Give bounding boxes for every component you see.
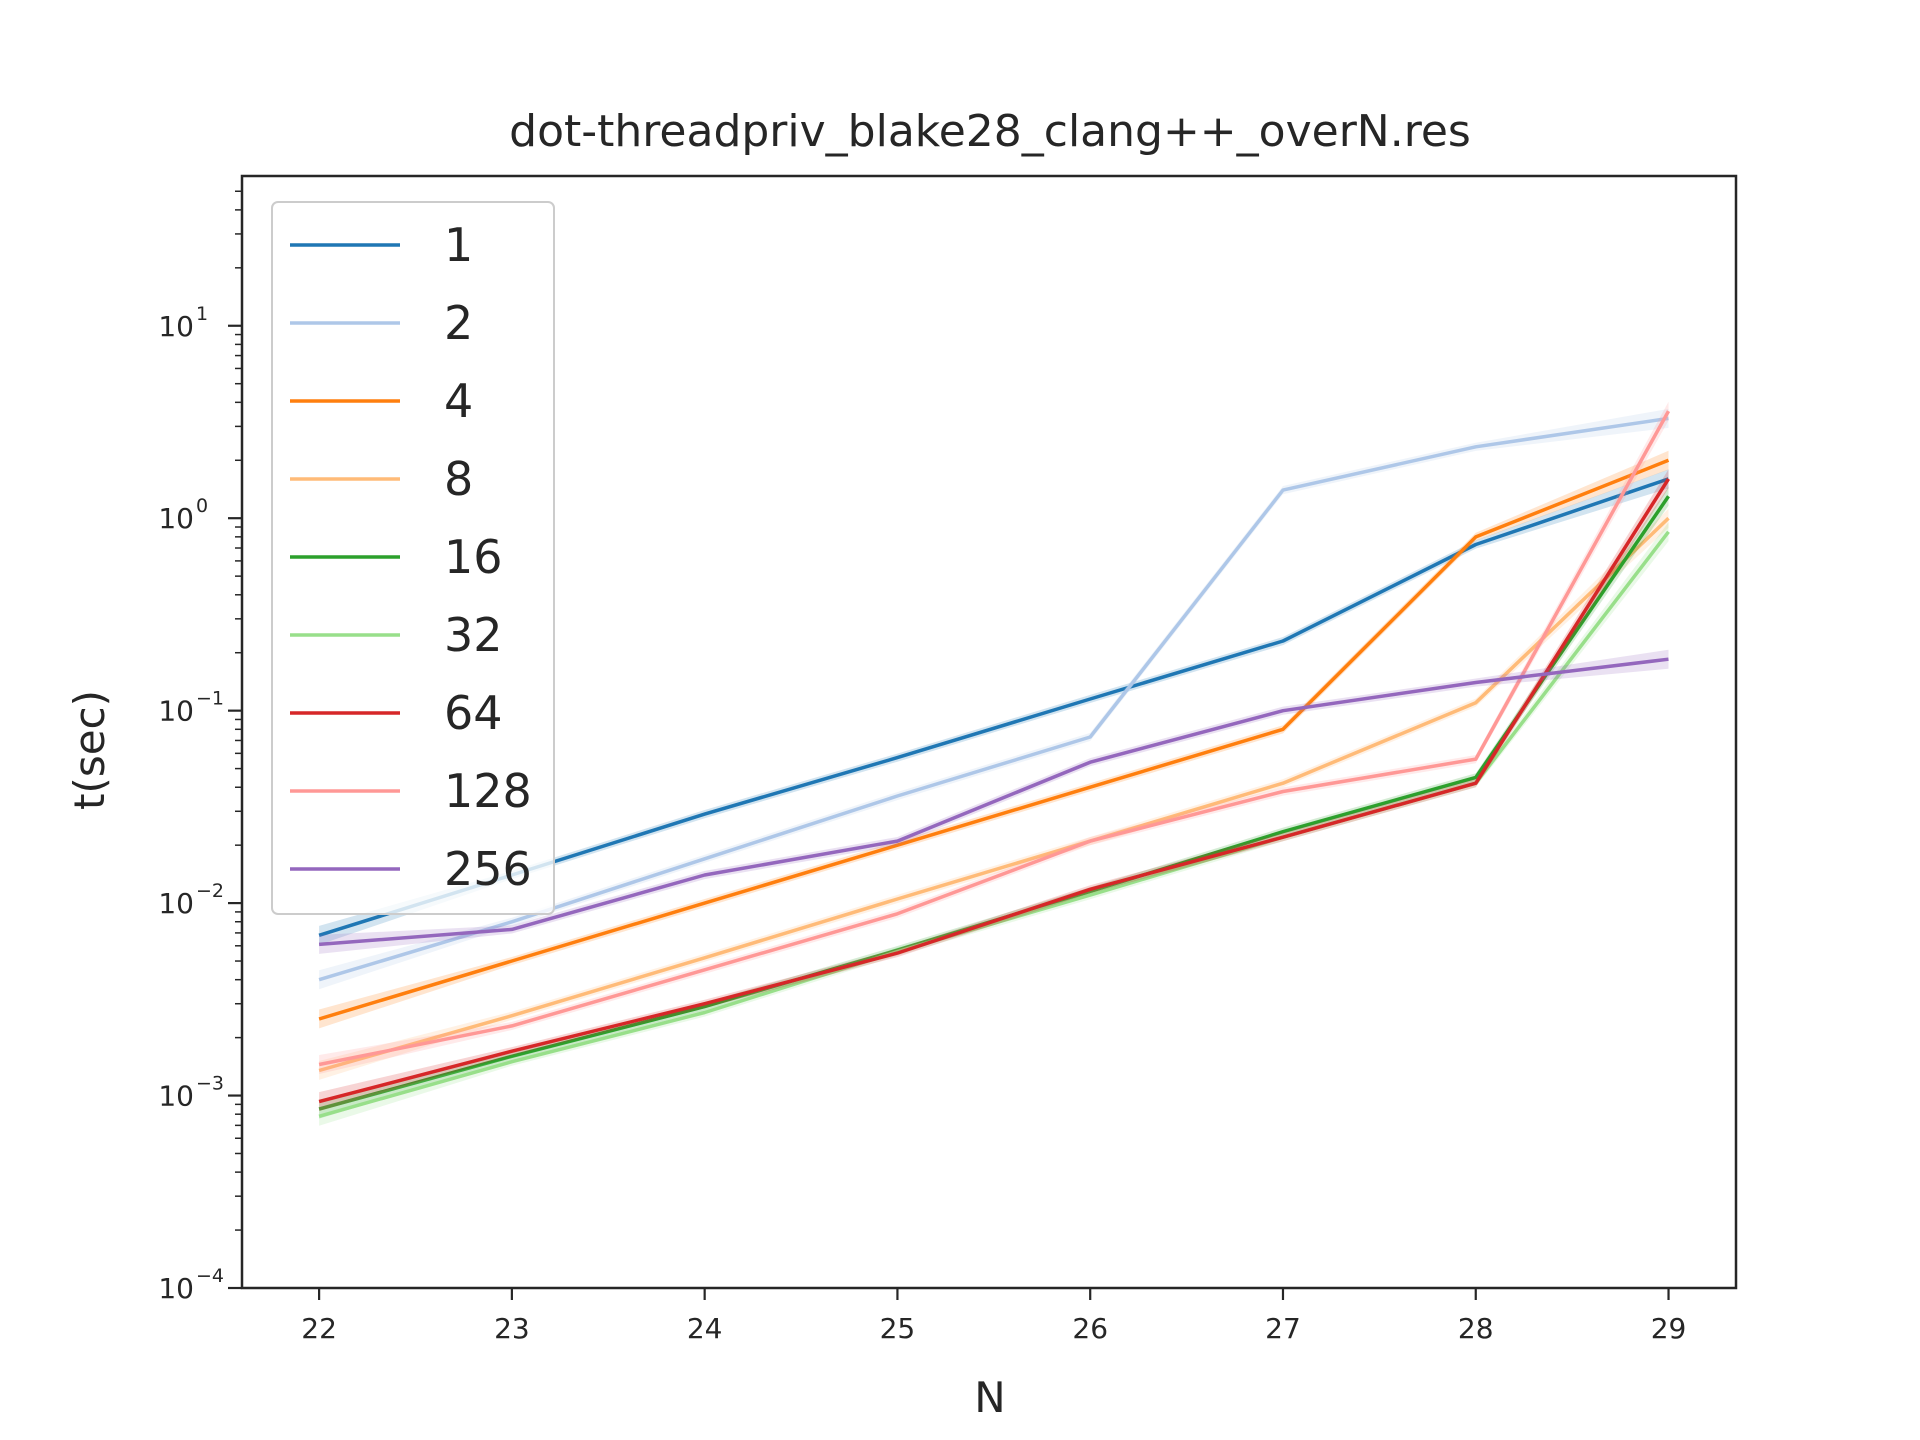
plot-area: [318, 401, 1671, 1126]
series-128-line: [318, 410, 1671, 1067]
series-4-line: [318, 458, 1670, 1021]
x-tick-label-22: 22: [301, 1312, 337, 1345]
series-1-band: [319, 469, 1669, 945]
legend-item-256: 256: [290, 842, 532, 896]
x-tick-label-23: 23: [494, 1312, 530, 1345]
legend-label: 16: [444, 530, 503, 584]
legend-label: 256: [444, 842, 532, 896]
y-tick-label-exponent: −2: [196, 880, 224, 902]
series-64: [318, 469, 1670, 1112]
legend-item-4: 4: [290, 374, 473, 428]
x-axis-label: N: [974, 1373, 1005, 1422]
series-16-band: [319, 486, 1669, 1119]
y-tick-label: 10: [158, 887, 194, 920]
series-8: [318, 508, 1670, 1080]
chart-title: dot-threadpriv_blake28_clang++_overN.res: [509, 106, 1471, 157]
y-tick-label: 10: [158, 310, 194, 343]
legend-item-64: 64: [290, 686, 503, 740]
series-128: [318, 401, 1671, 1074]
x-tick-label-25: 25: [880, 1312, 916, 1345]
legend-label: 2: [444, 296, 473, 350]
y-tick-label-exponent: 0: [196, 495, 208, 517]
legend-item-2: 2: [290, 296, 473, 350]
legend-item-32: 32: [290, 608, 503, 662]
y-tick-label-exponent: −4: [196, 1265, 224, 1287]
series-256-line: [318, 657, 1669, 947]
y-tick-label-exponent: 1: [196, 303, 208, 325]
legend-label: 128: [444, 764, 532, 818]
series-256: [318, 649, 1669, 954]
y-axis-label: t(sec): [65, 690, 114, 810]
series-4-band: [319, 450, 1669, 1029]
legend-label: 8: [444, 452, 473, 506]
x-tick-label-27: 27: [1265, 1312, 1301, 1345]
plot-frame: [240, 174, 1738, 1290]
legend-item-16: 16: [290, 530, 503, 584]
y-tick-label: 10: [158, 1080, 194, 1113]
x-tick-label-29: 29: [1651, 1312, 1687, 1345]
legend-label: 4: [444, 374, 473, 428]
legend-item-1: 1: [290, 218, 473, 272]
legend-label: 32: [444, 608, 503, 662]
y-tick-label: 10: [158, 695, 194, 728]
legend-label: 64: [444, 686, 503, 740]
legend: 1 2 4 8 16 32 64 128 256: [271, 201, 555, 915]
y-tick-label: 10: [158, 502, 194, 535]
x-tick-label-26: 26: [1072, 1312, 1108, 1345]
x-tick-label-24: 24: [687, 1312, 723, 1345]
series-4: [318, 450, 1670, 1029]
series-64-line: [318, 477, 1670, 1104]
legend-box: [271, 201, 555, 915]
y-tick-label: 10: [158, 1272, 194, 1305]
y-tick-label-exponent: −1: [196, 688, 224, 710]
series-8-line: [318, 516, 1670, 1073]
y-tick-label-exponent: −3: [196, 1073, 224, 1095]
legend-item-128: 128: [290, 764, 532, 818]
x-tick-label-28: 28: [1458, 1312, 1494, 1345]
legend-label: 1: [444, 218, 473, 272]
legend-item-8: 8: [290, 452, 473, 506]
